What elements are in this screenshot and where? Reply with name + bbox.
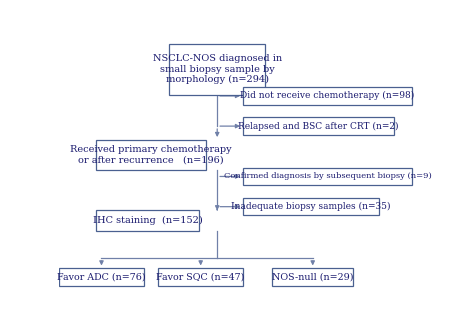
Text: IHC staining  (n=152): IHC staining (n=152) (92, 216, 202, 225)
Text: Received primary chemotherapy
or after recurrence   (n=196): Received primary chemotherapy or after r… (70, 146, 232, 165)
FancyBboxPatch shape (169, 44, 265, 95)
Text: Relapsed and BSC after CRT (n=2): Relapsed and BSC after CRT (n=2) (238, 122, 399, 131)
FancyBboxPatch shape (243, 117, 393, 135)
Text: Favor SQC (n=47): Favor SQC (n=47) (156, 273, 245, 282)
FancyBboxPatch shape (96, 140, 206, 170)
FancyBboxPatch shape (272, 268, 353, 286)
FancyBboxPatch shape (59, 268, 144, 286)
Text: NOS-null (n=29): NOS-null (n=29) (272, 273, 354, 282)
Text: Confirmed diagnosis by subsequent biopsy (n=9): Confirmed diagnosis by subsequent biopsy… (224, 172, 431, 181)
FancyBboxPatch shape (96, 211, 199, 231)
Text: Inadequate biopsy samples (n=35): Inadequate biopsy samples (n=35) (231, 202, 391, 211)
FancyBboxPatch shape (243, 198, 379, 215)
Text: Did not receive chemotherapy (n=98): Did not receive chemotherapy (n=98) (240, 91, 415, 100)
Text: Favor ADC (n=76): Favor ADC (n=76) (57, 273, 146, 282)
FancyBboxPatch shape (243, 87, 412, 105)
FancyBboxPatch shape (158, 268, 243, 286)
Text: NSCLC-NOS diagnosed in
small biopsy sample by
morphology (n=294): NSCLC-NOS diagnosed in small biopsy samp… (153, 55, 282, 84)
FancyBboxPatch shape (243, 168, 412, 185)
